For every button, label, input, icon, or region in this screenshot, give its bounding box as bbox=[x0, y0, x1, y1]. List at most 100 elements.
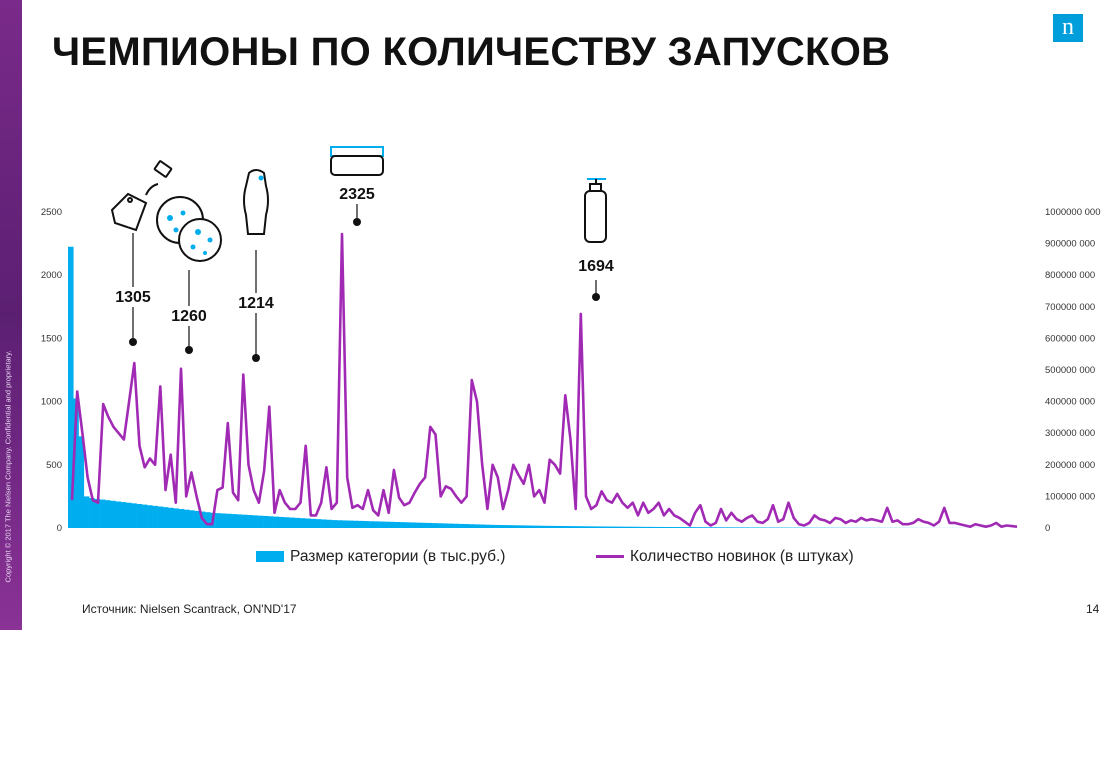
bar bbox=[284, 517, 290, 528]
bar bbox=[674, 527, 680, 528]
bar bbox=[258, 516, 264, 528]
bar bbox=[569, 526, 575, 528]
shampoo-cap-dot bbox=[259, 176, 264, 181]
bar bbox=[764, 528, 770, 529]
bar bbox=[643, 527, 649, 528]
annotation-label: 1260 bbox=[171, 308, 207, 325]
bar bbox=[195, 511, 201, 528]
shampoo-bottle-icon bbox=[244, 170, 268, 234]
bar bbox=[342, 520, 348, 528]
bar bbox=[469, 524, 475, 528]
left-tick-label: 1000 bbox=[41, 397, 62, 408]
annotation-label: 1694 bbox=[578, 258, 614, 275]
bar bbox=[374, 521, 380, 528]
bar bbox=[579, 526, 585, 528]
bar bbox=[89, 498, 95, 528]
right-tick-label: 100000 000 bbox=[1045, 491, 1095, 502]
right-tick-label: 200000 000 bbox=[1045, 460, 1095, 471]
bar bbox=[437, 523, 443, 528]
bar bbox=[84, 496, 90, 528]
bar bbox=[253, 515, 259, 528]
bar bbox=[743, 527, 749, 528]
bar bbox=[442, 523, 448, 528]
bar bbox=[152, 506, 158, 528]
bar bbox=[137, 504, 143, 528]
bar bbox=[527, 526, 533, 529]
left-tick-label: 500 bbox=[46, 460, 62, 471]
bar bbox=[353, 521, 359, 528]
legend-bars: Размер категории (в тыс.руб.) bbox=[256, 548, 505, 566]
bar bbox=[115, 501, 121, 528]
bar bbox=[263, 516, 269, 528]
bar bbox=[321, 519, 327, 528]
bar bbox=[363, 521, 369, 528]
perfume-bottle-icon bbox=[112, 161, 172, 230]
left-tick-label: 2000 bbox=[41, 270, 62, 281]
bar bbox=[463, 524, 469, 528]
bar bbox=[416, 523, 422, 528]
bar bbox=[384, 522, 390, 528]
bar bbox=[337, 520, 343, 528]
bar bbox=[537, 526, 543, 528]
bar bbox=[632, 527, 638, 528]
bar bbox=[279, 517, 285, 528]
bar bbox=[574, 526, 580, 528]
annotation-label: 2325 bbox=[339, 186, 375, 203]
bar bbox=[453, 524, 459, 528]
bar bbox=[759, 527, 765, 528]
bar bbox=[611, 527, 617, 528]
bar bbox=[311, 519, 317, 528]
annotation-dot bbox=[129, 338, 137, 346]
bar bbox=[622, 527, 628, 528]
line-series bbox=[72, 234, 1017, 527]
bar bbox=[664, 527, 670, 528]
bar bbox=[558, 526, 564, 528]
bar bbox=[490, 525, 496, 528]
annotation-dot bbox=[185, 346, 193, 354]
bar bbox=[738, 527, 744, 528]
bar bbox=[685, 527, 691, 528]
bar bbox=[506, 525, 512, 528]
legend-line: Количество новинок (в штуках) bbox=[596, 548, 854, 566]
bar bbox=[305, 519, 311, 528]
bar bbox=[121, 502, 127, 528]
bar bbox=[432, 523, 438, 528]
bar bbox=[221, 513, 227, 528]
bar bbox=[680, 527, 686, 528]
bar bbox=[105, 500, 111, 528]
bar bbox=[564, 526, 570, 528]
bar bbox=[247, 515, 253, 528]
cream-jar-icon bbox=[331, 147, 383, 175]
bar bbox=[458, 524, 464, 528]
bar bbox=[326, 520, 332, 528]
bar bbox=[553, 526, 559, 528]
bar bbox=[158, 507, 164, 528]
bar bbox=[474, 524, 480, 528]
bar bbox=[184, 510, 190, 528]
line-path bbox=[72, 234, 1017, 527]
bar bbox=[163, 507, 169, 528]
annotation-dot bbox=[592, 293, 600, 301]
bar bbox=[616, 527, 622, 528]
bar bbox=[590, 526, 596, 528]
bar bbox=[485, 525, 491, 528]
annotation-label: 1214 bbox=[238, 295, 274, 312]
bar bbox=[332, 520, 338, 528]
bar bbox=[479, 525, 485, 528]
legend-swatch-line bbox=[596, 555, 624, 558]
bar bbox=[289, 518, 295, 528]
legend-swatch-bars bbox=[256, 551, 284, 562]
bar bbox=[669, 527, 675, 528]
bar bbox=[722, 527, 728, 528]
bar bbox=[231, 514, 237, 528]
bar bbox=[405, 522, 411, 528]
bar bbox=[205, 512, 211, 528]
bar bbox=[690, 527, 696, 528]
annotation-dot bbox=[353, 218, 361, 226]
bar bbox=[543, 526, 549, 528]
bar bbox=[732, 527, 738, 528]
right-tick-label: 800000 000 bbox=[1045, 270, 1095, 281]
right-tick-label: 500000 000 bbox=[1045, 365, 1095, 376]
